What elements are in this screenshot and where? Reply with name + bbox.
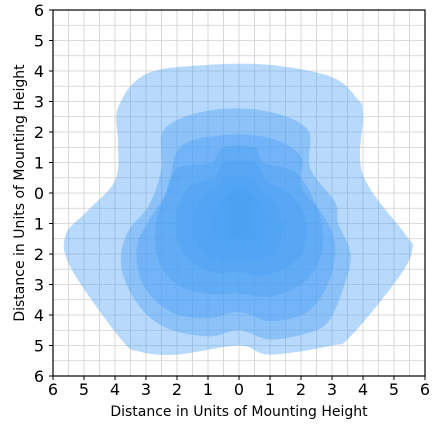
y-tick-label: 6	[34, 1, 44, 20]
contour-level-6	[192, 176, 283, 261]
x-tick-label: 4	[358, 380, 368, 399]
contour-level-1	[63, 63, 414, 355]
x-tick-label: 0	[234, 380, 244, 399]
contour-level-8	[225, 186, 253, 239]
y-tick-label: 1	[34, 215, 44, 234]
contours	[63, 63, 414, 355]
y-tick-label: 5	[34, 32, 44, 51]
x-tick-label: 6	[420, 380, 430, 399]
y-tick-label: 4	[34, 62, 44, 81]
x-tick-label: 5	[79, 380, 89, 399]
x-tick-label: 4	[110, 380, 120, 399]
x-tick-label: 3	[327, 380, 337, 399]
x-tick-label: 6	[48, 380, 58, 399]
y-tick-label: 2	[34, 245, 44, 264]
y-tick-label: 2	[34, 123, 44, 142]
y-tick-label: 0	[34, 184, 44, 203]
grid	[52, 9, 426, 377]
x-tick-label: 2	[172, 380, 182, 399]
y-tick-label: 3	[34, 276, 44, 295]
y-tick-label: 1	[34, 154, 44, 173]
x-tick-label: 2	[296, 380, 306, 399]
y-tick-label: 4	[34, 306, 44, 325]
x-tick-label: 3	[141, 380, 151, 399]
contour-level-2	[120, 108, 351, 340]
contour-level-5	[175, 160, 307, 276]
contour-level-4	[154, 145, 324, 298]
x-tick-label: 1	[265, 380, 275, 399]
x-tick-label: 5	[389, 380, 399, 399]
y-axis-label: Distance in Units of Mounting Height	[12, 64, 28, 322]
x-axis-label: Distance in Units of Mounting Height	[110, 404, 368, 420]
contour-level-7	[210, 194, 266, 242]
y-tick-label: 6	[34, 367, 44, 386]
contour-level-3	[136, 134, 336, 322]
y-tick-label: 3	[34, 93, 44, 112]
y-tick-label: 5	[34, 337, 44, 356]
x-tick-label: 1	[203, 380, 213, 399]
